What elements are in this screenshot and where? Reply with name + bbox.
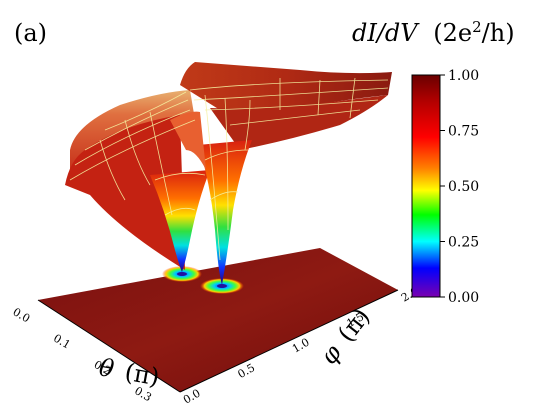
colorbar-tick-label: 0.75 [448,124,479,140]
chart-title: dI/dV (2e2/h) [352,18,515,47]
colorbar: 1.00 0.75 0.50 0.25 0.00 [411,68,479,306]
theta-tick-label: 0.3 [132,384,154,403]
surface-mesh [65,62,392,285]
colorbar-tick-label: 0.00 [448,290,479,306]
floor-contour-plane [38,248,398,392]
theta-axis-label: θ (π) [97,353,162,391]
colorbar-tick-label: 0.25 [448,235,479,251]
theta-tick-label: 0.0 [11,305,33,325]
colorbar-tick-label: 0.50 [448,179,479,195]
theta-tick-label: 0.1 [51,332,73,352]
colorbar-tick-label: 1.00 [448,68,479,84]
panel-label: (a) [14,19,47,47]
